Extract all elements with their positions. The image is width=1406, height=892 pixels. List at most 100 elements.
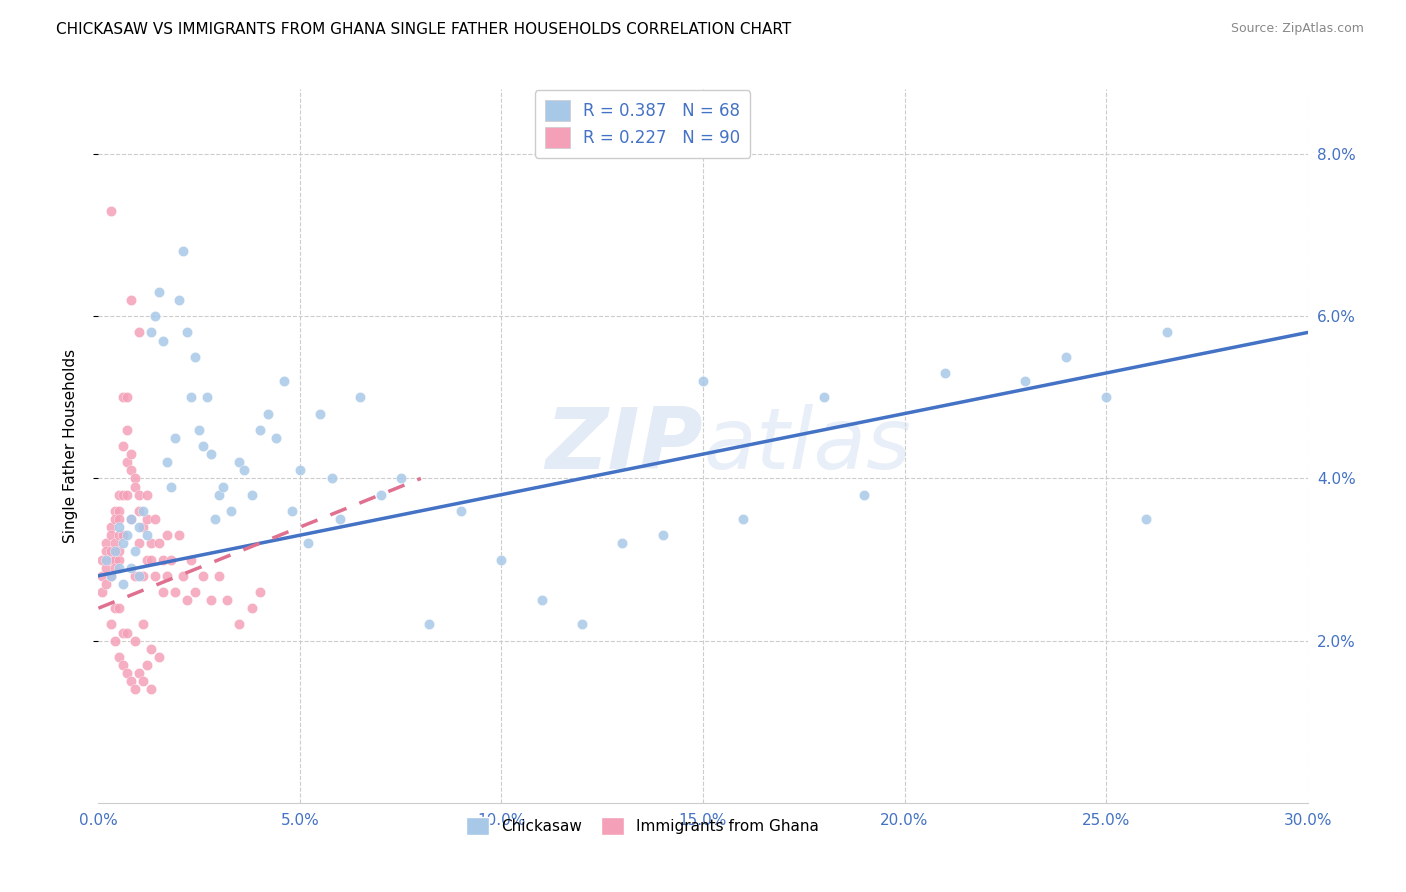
Y-axis label: Single Father Households: Single Father Households	[63, 349, 77, 543]
Text: ZIP: ZIP	[546, 404, 703, 488]
Point	[107, 520, 129, 534]
Point	[152, 552, 174, 566]
Point	[193, 568, 215, 582]
Point	[115, 488, 138, 502]
Point	[132, 504, 155, 518]
Point	[273, 374, 295, 388]
Point	[100, 520, 122, 534]
Point	[111, 390, 134, 404]
Point	[193, 439, 215, 453]
Point	[612, 536, 634, 550]
Point	[217, 593, 239, 607]
Point	[172, 244, 194, 259]
Point	[100, 552, 122, 566]
Point	[100, 203, 122, 218]
Point	[200, 593, 222, 607]
Point	[111, 488, 134, 502]
Text: Source: ZipAtlas.com: Source: ZipAtlas.com	[1230, 22, 1364, 36]
Point	[103, 552, 125, 566]
Point	[115, 528, 138, 542]
Point	[115, 390, 138, 404]
Point	[813, 390, 835, 404]
Point	[176, 326, 198, 340]
Point	[160, 552, 183, 566]
Point	[103, 512, 125, 526]
Point	[111, 536, 134, 550]
Point	[107, 512, 129, 526]
Point	[124, 633, 146, 648]
Point	[135, 528, 157, 542]
Point	[111, 577, 134, 591]
Legend: Chickasaw, Immigrants from Ghana: Chickasaw, Immigrants from Ghana	[460, 811, 825, 841]
Point	[132, 520, 155, 534]
Point	[1095, 390, 1118, 404]
Point	[1014, 374, 1036, 388]
Point	[321, 471, 343, 485]
Point	[115, 625, 138, 640]
Point	[128, 666, 150, 681]
Point	[107, 488, 129, 502]
Point	[139, 326, 162, 340]
Point	[91, 568, 114, 582]
Point	[204, 512, 226, 526]
Point	[132, 674, 155, 689]
Point	[180, 552, 202, 566]
Point	[120, 447, 142, 461]
Point	[132, 617, 155, 632]
Point	[349, 390, 371, 404]
Point	[200, 447, 222, 461]
Point	[96, 544, 118, 558]
Point	[297, 536, 319, 550]
Point	[184, 350, 207, 364]
Point	[135, 552, 157, 566]
Point	[124, 479, 146, 493]
Point	[180, 390, 202, 404]
Point	[124, 471, 146, 485]
Point	[692, 374, 714, 388]
Point	[124, 544, 146, 558]
Point	[111, 528, 134, 542]
Point	[120, 512, 142, 526]
Point	[96, 536, 118, 550]
Point	[111, 625, 134, 640]
Point	[135, 488, 157, 502]
Point	[107, 601, 129, 615]
Point	[100, 617, 122, 632]
Point	[329, 512, 352, 526]
Point	[91, 585, 114, 599]
Point	[232, 463, 254, 477]
Point	[124, 682, 146, 697]
Point	[208, 488, 231, 502]
Point	[100, 568, 122, 582]
Point	[120, 293, 142, 307]
Point	[148, 285, 170, 299]
Point	[184, 585, 207, 599]
Point	[256, 407, 278, 421]
Point	[160, 479, 183, 493]
Point	[249, 423, 271, 437]
Point	[208, 568, 231, 582]
Point	[571, 617, 593, 632]
Point	[96, 577, 118, 591]
Point	[195, 390, 218, 404]
Point	[148, 649, 170, 664]
Point	[156, 568, 179, 582]
Point	[128, 568, 150, 582]
Point	[107, 552, 129, 566]
Point	[135, 512, 157, 526]
Text: atlas: atlas	[703, 404, 911, 488]
Point	[100, 544, 122, 558]
Point	[120, 674, 142, 689]
Point	[107, 528, 129, 542]
Point	[120, 463, 142, 477]
Point	[103, 504, 125, 518]
Point	[103, 536, 125, 550]
Point	[107, 504, 129, 518]
Point	[120, 560, 142, 574]
Point	[120, 512, 142, 526]
Point	[172, 568, 194, 582]
Point	[152, 334, 174, 348]
Point	[107, 649, 129, 664]
Point	[167, 293, 190, 307]
Point	[124, 568, 146, 582]
